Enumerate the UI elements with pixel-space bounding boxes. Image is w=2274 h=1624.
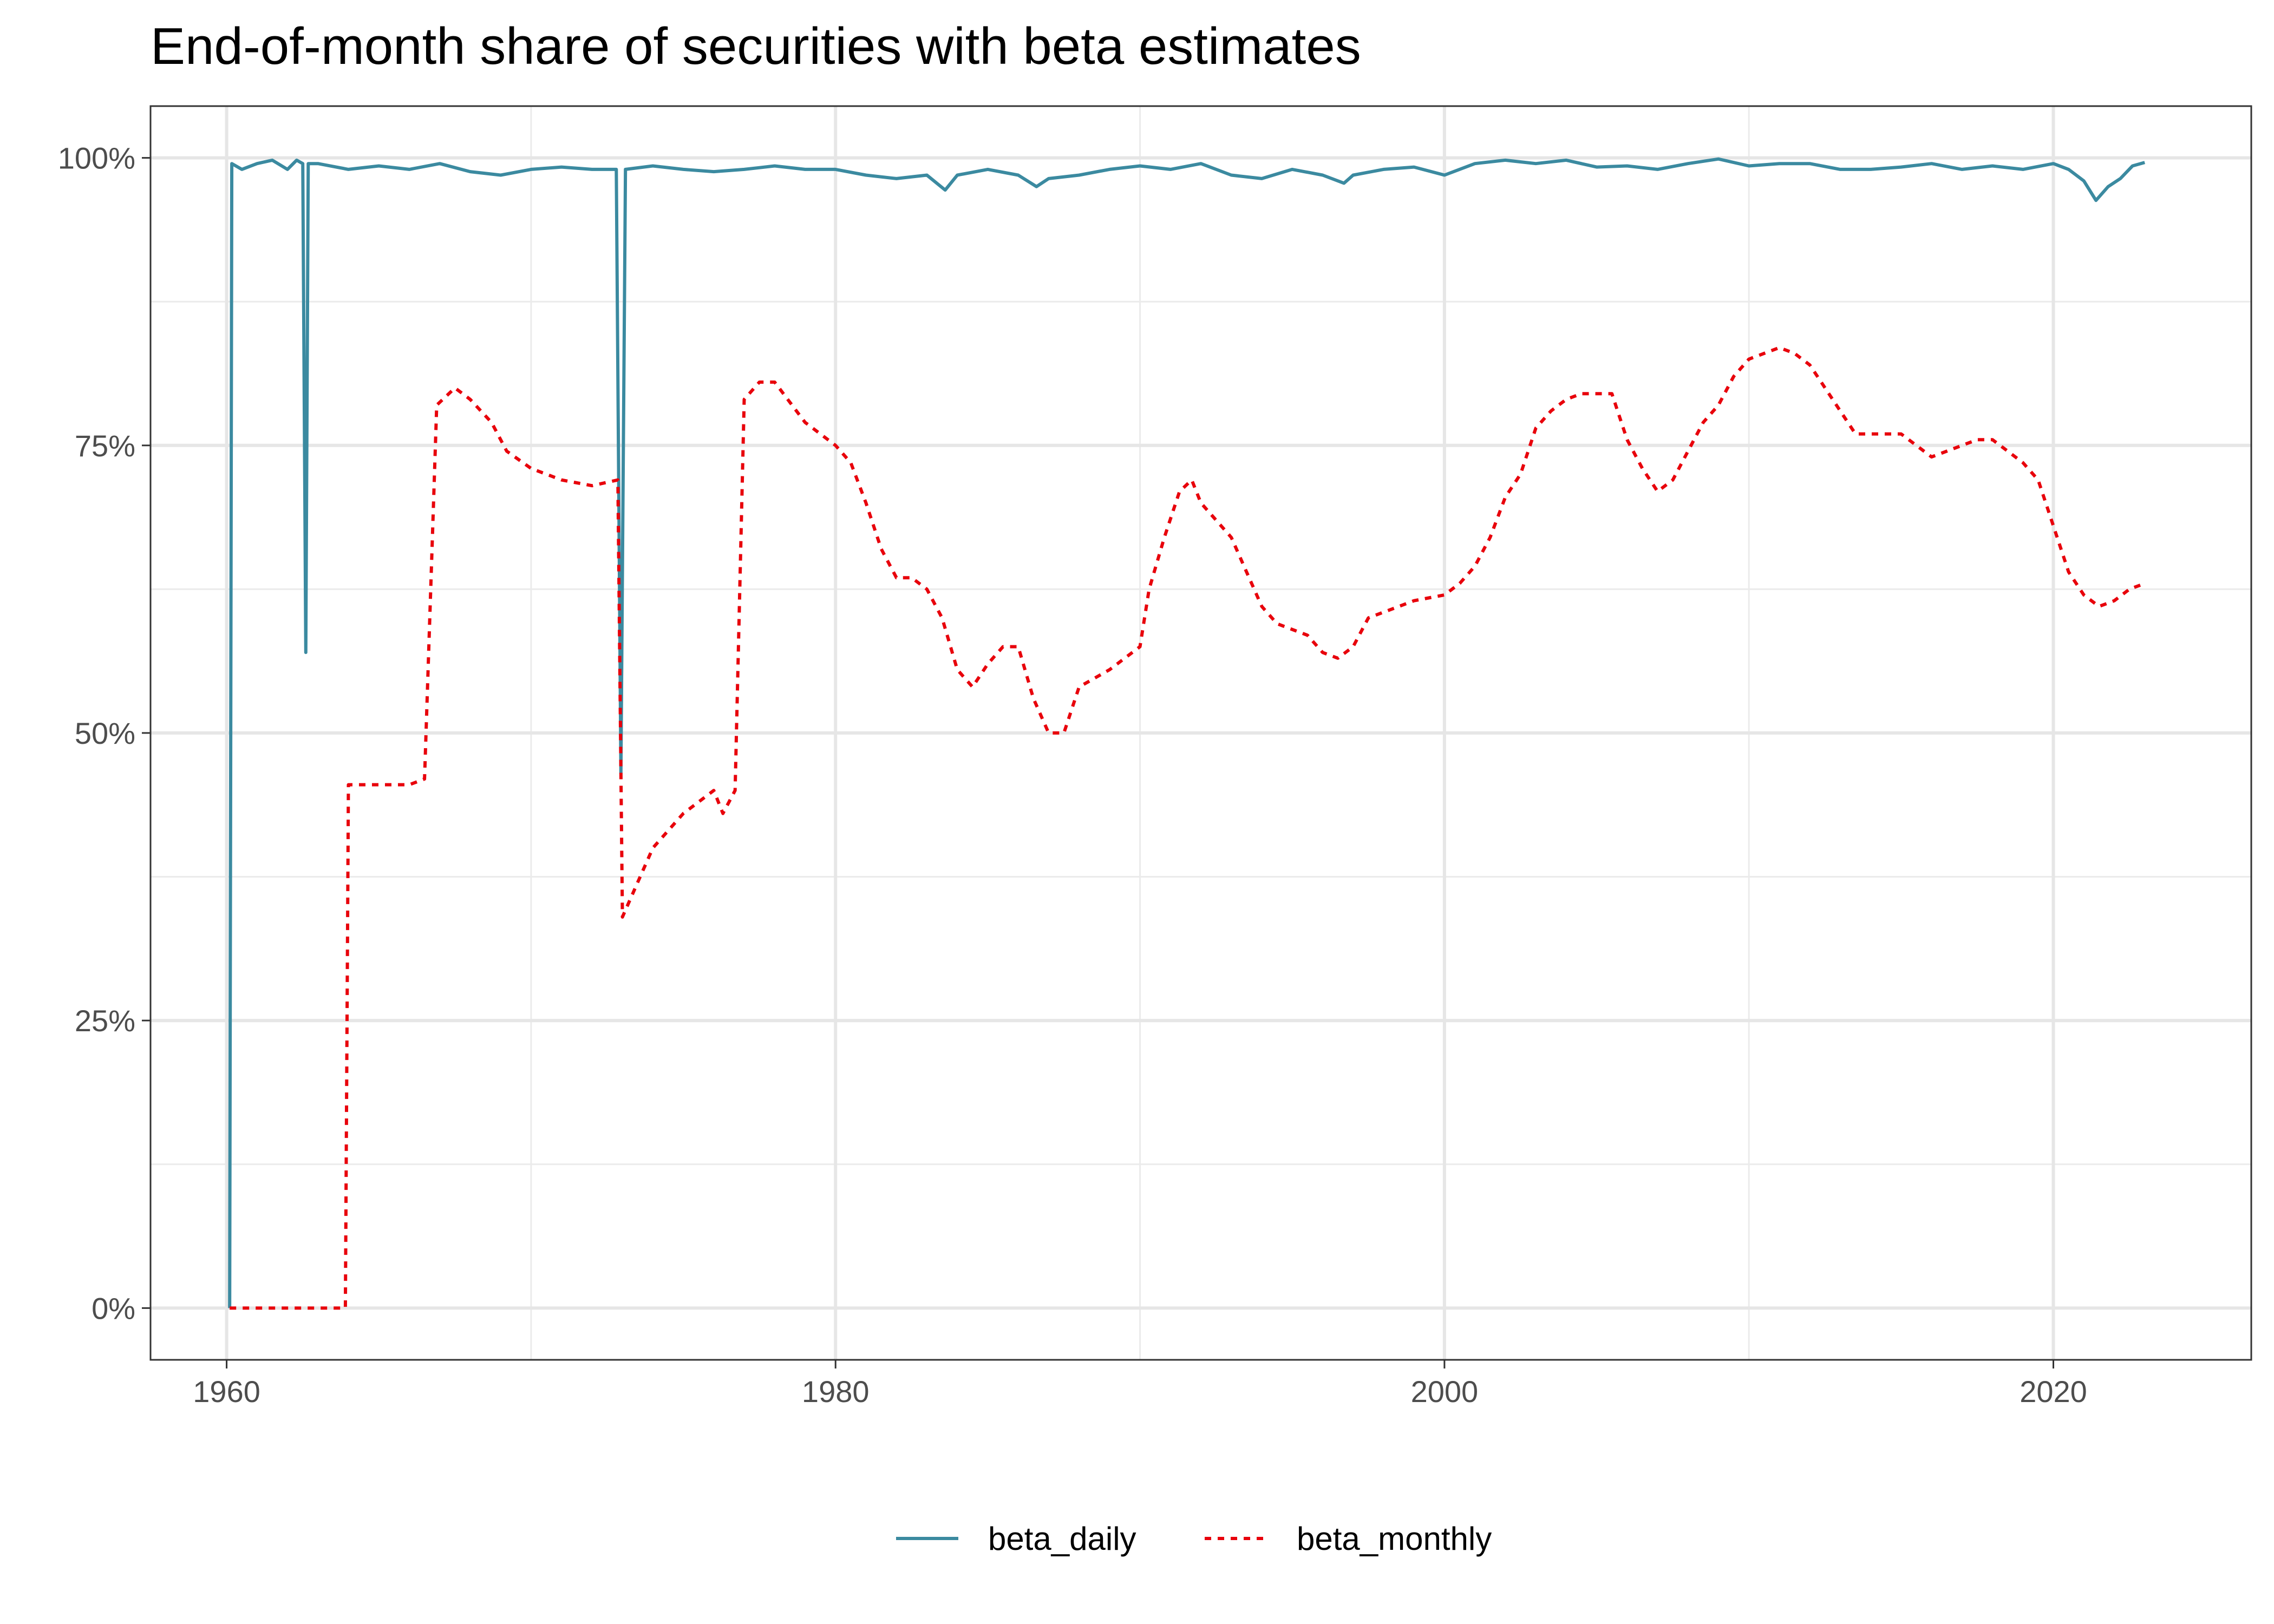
y-tick-label: 50% — [75, 716, 135, 750]
y-tick-label: 0% — [92, 1291, 135, 1325]
x-tick-label: 2020 — [2020, 1374, 2087, 1409]
major-grid — [151, 106, 2251, 1360]
legend-label-beta_monthly: beta_monthly — [1297, 1521, 1492, 1557]
y-tick-label: 75% — [75, 429, 135, 463]
y-tick-label: 25% — [75, 1004, 135, 1038]
x-tick-label: 1980 — [802, 1374, 870, 1409]
x-axis: 1960 1980 2000 2020 — [193, 1360, 2087, 1409]
legend: beta_daily beta_monthly — [896, 1521, 1492, 1557]
y-axis: 0% 25% 50% 75% 100% — [58, 141, 151, 1325]
series-line-beta_daily — [228, 157, 2146, 1308]
x-tick-label: 1960 — [193, 1374, 260, 1409]
series-line-beta_monthly — [230, 346, 2146, 1310]
y-tick-label: 100% — [58, 141, 135, 175]
x-tick-label: 2000 — [1411, 1374, 1479, 1409]
legend-label-beta_daily: beta_daily — [988, 1521, 1136, 1557]
chart-title: End-of-month share of securities with be… — [151, 17, 1361, 75]
series-layer — [228, 157, 2146, 1310]
